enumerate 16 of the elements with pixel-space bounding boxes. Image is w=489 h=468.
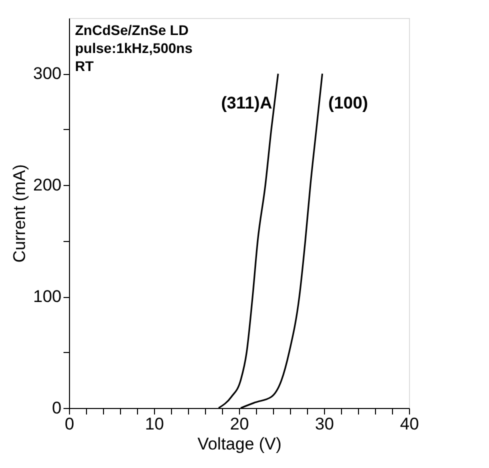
series-label: (311)A xyxy=(221,94,272,113)
y-tick-label: 0 xyxy=(52,398,62,418)
x-tick-label: 30 xyxy=(315,414,334,434)
y-tick-label: 200 xyxy=(33,176,62,195)
y-axis-title: Current (mA) xyxy=(10,164,30,263)
x-axis-title: Voltage (V) xyxy=(197,434,282,454)
x-tick-label: 20 xyxy=(230,414,249,434)
annotation: pulse:1kHz,500ns xyxy=(75,40,193,56)
series-label: (100) xyxy=(328,94,368,113)
x-tick-label: 40 xyxy=(400,414,419,434)
y-tick-label: 300 xyxy=(33,64,62,84)
annotation: ZnCdSe/ZnSe LD xyxy=(75,22,189,38)
x-tick-label: 0 xyxy=(64,414,74,434)
x-tick-label: 10 xyxy=(145,414,164,434)
y-tick-label: 100 xyxy=(33,287,62,306)
annotation: RT xyxy=(75,58,94,74)
